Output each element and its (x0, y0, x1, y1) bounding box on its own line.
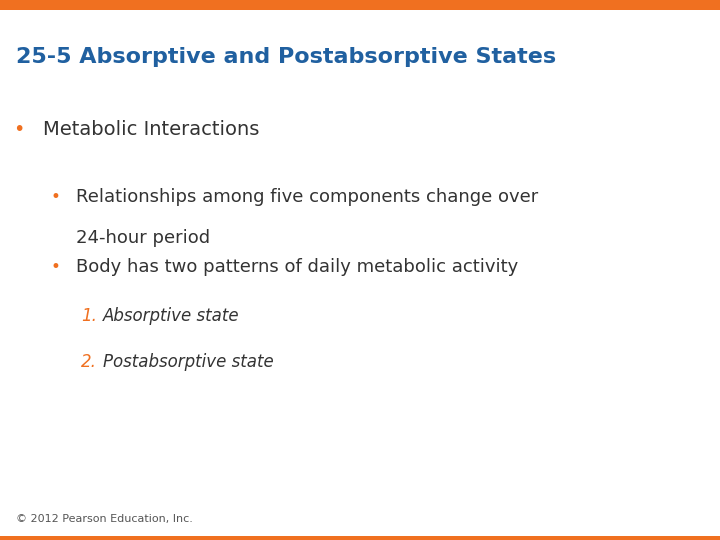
Text: •: • (50, 258, 60, 276)
Text: •: • (50, 188, 60, 206)
Text: © 2012 Pearson Education, Inc.: © 2012 Pearson Education, Inc. (16, 515, 193, 524)
Text: •: • (13, 120, 24, 139)
Text: 1.: 1. (81, 307, 97, 325)
Text: 25-5 Absorptive and Postabsorptive States: 25-5 Absorptive and Postabsorptive State… (16, 46, 556, 67)
Text: Postabsorptive state: Postabsorptive state (103, 353, 274, 371)
Text: Body has two patterns of daily metabolic activity: Body has two patterns of daily metabolic… (76, 258, 518, 276)
FancyBboxPatch shape (0, 536, 720, 540)
Text: Relationships among five components change over: Relationships among five components chan… (76, 188, 538, 206)
Text: 24-hour period: 24-hour period (76, 228, 210, 247)
Text: Metabolic Interactions: Metabolic Interactions (43, 120, 260, 139)
FancyBboxPatch shape (0, 0, 720, 10)
Text: Absorptive state: Absorptive state (103, 307, 240, 325)
Text: 2.: 2. (81, 353, 97, 371)
